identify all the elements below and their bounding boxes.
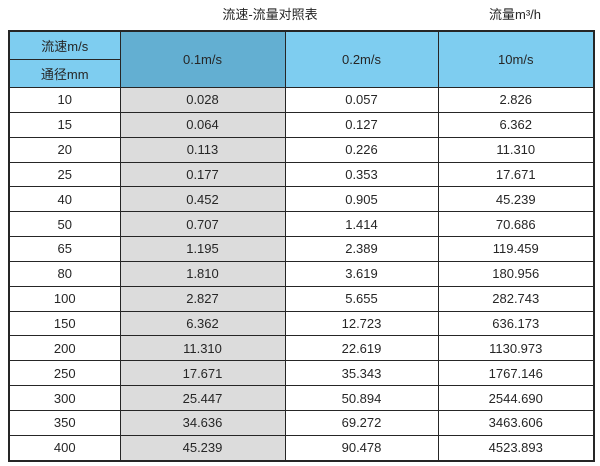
table-row: 40 0.452 0.905 45.239 bbox=[8, 186, 595, 213]
flow-value-cell: 2.826 bbox=[437, 87, 595, 113]
diameter-cell: 25 bbox=[8, 161, 121, 188]
table-row: 400 45.239 90.478 4523.893 bbox=[8, 434, 595, 462]
flow-value-cell: 22.619 bbox=[284, 335, 439, 362]
flow-value-cell: 0.905 bbox=[284, 186, 439, 213]
diameter-cell: 10 bbox=[8, 87, 121, 113]
flow-value-cell: 1.414 bbox=[284, 211, 439, 238]
flow-value-cell: 0.028 bbox=[119, 87, 286, 113]
flow-value-cell: 0.707 bbox=[119, 211, 286, 238]
flow-value-cell: 5.655 bbox=[284, 285, 439, 312]
flow-value-cell: 6.362 bbox=[119, 310, 286, 337]
diameter-cell: 80 bbox=[8, 260, 121, 287]
flow-value-cell: 45.239 bbox=[119, 434, 286, 462]
table-row: 300 25.447 50.894 2544.690 bbox=[8, 385, 595, 411]
table-row: 350 34.636 69.272 3463.606 bbox=[8, 409, 595, 436]
table-row: 65 1.195 2.389 119.459 bbox=[8, 236, 595, 262]
flow-value-cell: 45.239 bbox=[437, 186, 595, 213]
flow-value-cell: 0.113 bbox=[119, 136, 286, 163]
diameter-cell: 300 bbox=[8, 385, 121, 411]
flow-value-cell: 0.353 bbox=[284, 161, 439, 188]
diameter-cell: 400 bbox=[8, 434, 121, 462]
table-row: 200 11.310 22.619 1130.973 bbox=[8, 335, 595, 362]
diameter-cell: 40 bbox=[8, 186, 121, 213]
flow-value-cell: 25.447 bbox=[119, 385, 286, 411]
flow-value-cell: 636.173 bbox=[437, 310, 595, 337]
flow-value-cell: 17.671 bbox=[119, 360, 286, 387]
column-header-0-1ms: 0.1m/s bbox=[119, 30, 286, 88]
flow-value-cell: 2.827 bbox=[119, 285, 286, 312]
diameter-cell: 200 bbox=[8, 335, 121, 362]
flow-value-cell: 69.272 bbox=[284, 409, 439, 436]
table-row: 100 2.827 5.655 282.743 bbox=[8, 285, 595, 312]
flow-rate-table: 流速m/s 0.1m/s 0.2m/s 10m/s 通径mm 10 0.028 0.… bbox=[8, 30, 595, 462]
flow-value-cell: 0.064 bbox=[119, 111, 286, 138]
flow-value-cell: 2.389 bbox=[284, 236, 439, 262]
column-header-10ms: 10m/s bbox=[437, 30, 595, 88]
flow-value-cell: 12.723 bbox=[284, 310, 439, 337]
flow-value-cell: 35.343 bbox=[284, 360, 439, 387]
flow-value-cell: 1.810 bbox=[119, 260, 286, 287]
flow-value-cell: 0.452 bbox=[119, 186, 286, 213]
flow-value-cell: 17.671 bbox=[437, 161, 595, 188]
diameter-cell: 100 bbox=[8, 285, 121, 312]
flow-value-cell: 4523.893 bbox=[437, 434, 595, 462]
diameter-cell: 50 bbox=[8, 211, 121, 238]
table-header: 流速m/s 0.1m/s 0.2m/s 10m/s 通径mm bbox=[8, 30, 595, 88]
diameter-cell: 20 bbox=[8, 136, 121, 163]
flow-value-cell: 2544.690 bbox=[437, 385, 595, 411]
table-row: 50 0.707 1.414 70.686 bbox=[8, 211, 595, 238]
table-row: 15 0.064 0.127 6.362 bbox=[8, 111, 595, 138]
flow-rate-unit-label: 流量m³/h bbox=[488, 7, 542, 22]
diameter-cell: 350 bbox=[8, 409, 121, 436]
flow-value-cell: 3.619 bbox=[284, 260, 439, 287]
corner-velocity-label: 流速m/s bbox=[8, 30, 121, 60]
flow-value-cell: 70.686 bbox=[437, 211, 595, 238]
flow-value-cell: 282.743 bbox=[437, 285, 595, 312]
flow-value-cell: 6.362 bbox=[437, 111, 595, 138]
corner-diameter-label: 通径mm bbox=[8, 59, 121, 88]
page-title: 流速-流量对照表 bbox=[222, 7, 318, 22]
flow-value-cell: 0.226 bbox=[284, 136, 439, 163]
flow-value-cell: 119.459 bbox=[437, 236, 595, 262]
diameter-cell: 150 bbox=[8, 310, 121, 337]
column-header-0-2ms: 0.2m/s bbox=[284, 30, 439, 88]
flow-value-cell: 1.195 bbox=[119, 236, 286, 262]
flow-value-cell: 11.310 bbox=[437, 136, 595, 163]
flow-value-cell: 34.636 bbox=[119, 409, 286, 436]
flow-value-cell: 0.127 bbox=[284, 111, 439, 138]
flow-value-cell: 90.478 bbox=[284, 434, 439, 462]
flow-value-cell: 3463.606 bbox=[437, 409, 595, 436]
table-row: 20 0.113 0.226 11.310 bbox=[8, 136, 595, 163]
table-row: 80 1.810 3.619 180.956 bbox=[8, 260, 595, 287]
table-row: 10 0.028 0.057 2.826 bbox=[8, 87, 595, 113]
flow-value-cell: 1767.146 bbox=[437, 360, 595, 387]
diameter-cell: 65 bbox=[8, 236, 121, 262]
header-row-velocity: 流速m/s 0.1m/s 0.2m/s 10m/s bbox=[8, 30, 595, 88]
flow-value-cell: 0.177 bbox=[119, 161, 286, 188]
table-body: 10 0.028 0.057 2.826 15 0.064 0.127 6.362 20 0.11… bbox=[8, 87, 595, 462]
table-row: 150 6.362 12.723 636.173 bbox=[8, 310, 595, 337]
flow-value-cell: 50.894 bbox=[284, 385, 439, 411]
flow-value-cell: 1130.973 bbox=[437, 335, 595, 362]
flow-value-cell: 0.057 bbox=[284, 87, 439, 113]
diameter-cell: 250 bbox=[8, 360, 121, 387]
flow-value-cell: 11.310 bbox=[119, 335, 286, 362]
table-row: 250 17.671 35.343 1767.146 bbox=[8, 360, 595, 387]
flow-value-cell: 180.956 bbox=[437, 260, 595, 287]
title-bar: 流速-流量对照表 流量m³/h bbox=[0, 0, 600, 30]
table-row: 25 0.177 0.353 17.671 bbox=[8, 161, 595, 188]
diameter-cell: 15 bbox=[8, 111, 121, 138]
header-row-diameter: 通径mm bbox=[8, 59, 594, 88]
